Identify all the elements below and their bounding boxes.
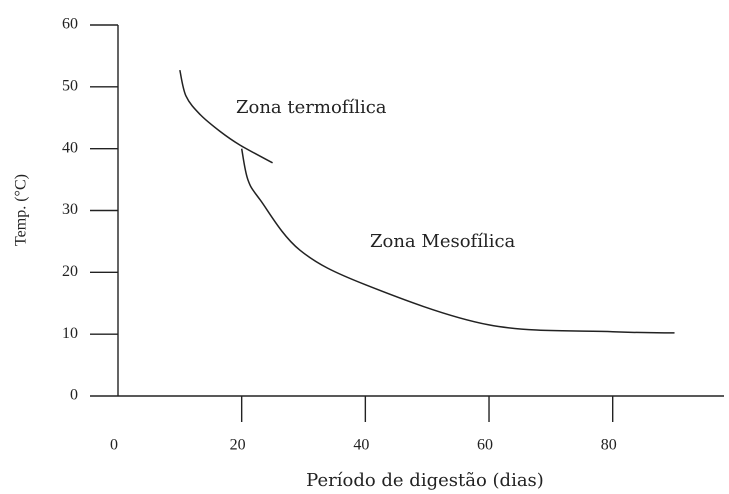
x-tick-label: 40: [353, 437, 369, 454]
x-tick-label: 0: [110, 437, 118, 454]
y-tick-label: 30: [62, 201, 78, 218]
series-label: Zona Mesofílica: [370, 231, 516, 252]
y-tick-label: 10: [62, 325, 78, 342]
curve: [240, 148, 675, 334]
series-label: Zona termofílica: [236, 97, 387, 118]
x-axis-label: Período de digestão (dias): [306, 470, 544, 491]
y-tick-label: 0: [70, 387, 78, 404]
y-tick-label: 60: [62, 16, 78, 33]
x-tick-label: 80: [601, 437, 617, 454]
x-tick-label: 60: [477, 437, 493, 454]
y-tick-label: 50: [62, 78, 78, 95]
curve: [179, 69, 273, 164]
y-tick-label: 20: [62, 263, 78, 280]
y-axis-label: Temp. (°C): [13, 174, 30, 246]
x-tick-label: 20: [230, 437, 246, 454]
y-tick-label: 40: [62, 139, 78, 156]
